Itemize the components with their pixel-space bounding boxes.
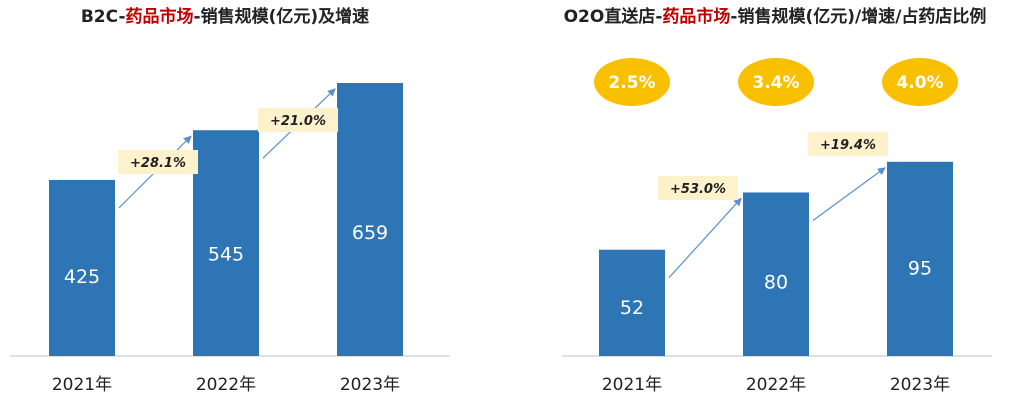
share-ellipse (882, 58, 958, 106)
chart-2: 52 2021年 80 2022年 95 2023年 +53.0% +19.4% 2.5% 3.4… (562, 58, 992, 395)
x-tick-label: 2022年 (196, 375, 256, 395)
growth-label: +19.4% (820, 138, 876, 153)
x-tick-label: 2021年 (52, 375, 112, 395)
growth-label-box (258, 108, 338, 132)
growth-label-box (118, 150, 198, 174)
growth-label: +53.0% (670, 182, 726, 197)
share-ellipse (594, 58, 670, 106)
x-tick-label: 2021年 (602, 375, 662, 395)
share-ellipse (738, 58, 814, 106)
share-label: 2.5% (608, 73, 655, 93)
x-tick-label: 2023年 (340, 375, 400, 395)
chart-1-title: B2C-药品市场-销售规模(亿元)及增速 (81, 6, 369, 27)
growth-arrow (812, 167, 886, 221)
growth-label: +21.0% (270, 114, 326, 129)
bar-2023年 (887, 161, 953, 356)
share-label: 3.4% (752, 73, 799, 93)
share-label: 4.0% (896, 73, 943, 93)
bar-value-label: 80 (764, 271, 788, 293)
growth-label-box (658, 176, 738, 200)
bar-2022年 (193, 130, 259, 356)
x-tick-label: 2023年 (890, 375, 950, 395)
bar-value-label: 545 (208, 243, 244, 265)
bar-2022年 (743, 192, 809, 356)
bar-2023年 (337, 82, 403, 356)
chart-2-title: O2O直送店-药品市场-销售规模(亿元)/增速/占药店比例 (564, 6, 987, 27)
bar-value-label: 425 (64, 266, 100, 288)
chart-1: 425 2021年 545 2022年 659 2023年 +28.1% +21.0% (10, 82, 450, 395)
growth-label-box (808, 132, 888, 156)
x-tick-label: 2022年 (746, 375, 806, 395)
bar-value-label: 95 (908, 258, 932, 280)
growth-arrow (668, 197, 742, 279)
growth-label: +28.1% (130, 156, 186, 171)
bar-value-label: 659 (352, 222, 388, 244)
bar-2021年 (599, 249, 665, 356)
bar-value-label: 52 (620, 297, 644, 319)
bar-2021年 (49, 179, 115, 356)
